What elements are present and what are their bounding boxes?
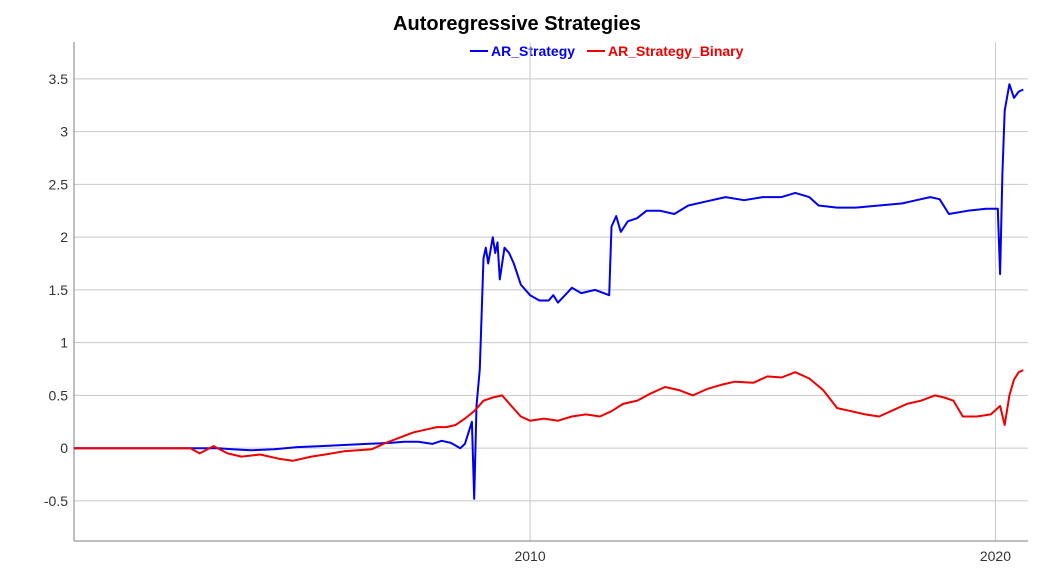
chart-title: Autoregressive Strategies (393, 13, 641, 35)
x-tick-label: 2020 (980, 548, 1011, 564)
x-tick-label: 2010 (514, 548, 545, 564)
y-tick-label: -0.5 (44, 493, 68, 509)
series-layer (74, 83, 1024, 500)
legend: AR_Strategy AR_Strategy_Binary (470, 43, 744, 59)
y-tick-label: 0 (60, 440, 68, 456)
legend-label-ar-strategy: AR_Strategy (491, 43, 575, 59)
x-axis-tick-labels: 2010 2020 (514, 548, 1011, 564)
grid-lines (74, 42, 1028, 541)
y-tick-label: 1 (60, 335, 68, 351)
y-tick-label: 3 (60, 124, 68, 140)
axes (73, 42, 1028, 542)
series-line-ar-strategy (74, 83, 1024, 500)
y-axis-tick-labels: -0.5 0 0.5 1 1.5 2 2.5 3 3.5 (44, 71, 68, 509)
y-tick-label: 0.5 (49, 387, 69, 403)
y-tick-label: 2 (60, 229, 68, 245)
y-tick-label: 3.5 (49, 71, 69, 87)
legend-label-ar-strategy-binary: AR_Strategy_Binary (608, 43, 744, 59)
y-tick-label: 1.5 (49, 282, 69, 298)
series-line-ar-strategy-binary (74, 369, 1024, 462)
y-tick-label: 2.5 (49, 176, 69, 192)
